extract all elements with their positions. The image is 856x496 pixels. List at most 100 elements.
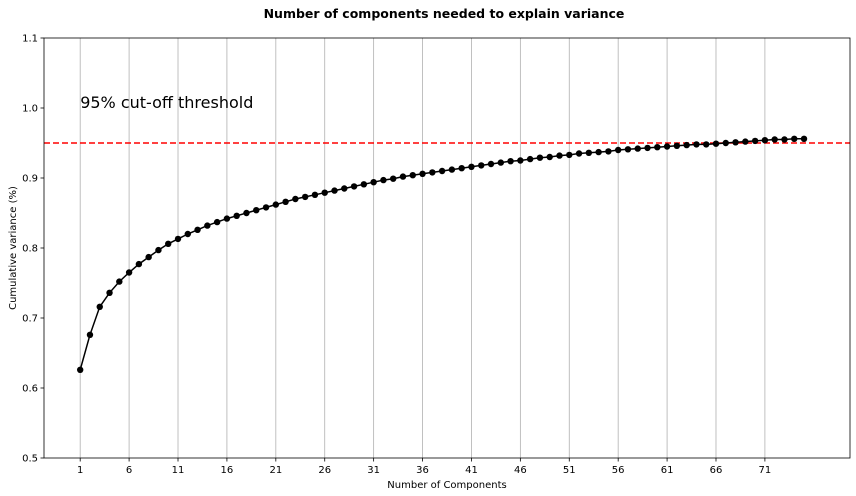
data-point — [644, 144, 651, 152]
data-point — [693, 141, 700, 148]
data-point — [86, 331, 94, 338]
data-point — [145, 253, 152, 261]
data-point — [350, 183, 358, 190]
x-tick-label: 66 — [710, 465, 723, 476]
data-point — [223, 215, 231, 222]
data-point — [732, 139, 739, 146]
data-point — [507, 158, 514, 165]
x-tick-label: 61 — [661, 465, 674, 476]
data-point — [429, 169, 436, 176]
y-tick-label: 1.1 — [22, 34, 38, 45]
data-point — [292, 195, 299, 203]
data-point — [419, 170, 426, 177]
data-point — [771, 136, 778, 143]
data-point — [614, 146, 622, 154]
x-tick-label: 41 — [465, 465, 478, 476]
x-axis-label: Number of Components — [387, 480, 506, 491]
x-tick-label: 21 — [269, 465, 282, 476]
y-tick-label: 0.5 — [22, 454, 38, 465]
x-tick-label: 11 — [172, 465, 185, 476]
data-point — [360, 181, 368, 188]
data-point — [517, 157, 524, 164]
data-point — [135, 260, 143, 268]
data-point — [526, 155, 534, 163]
data-point — [487, 160, 495, 168]
data-point — [155, 246, 162, 254]
data-point — [566, 151, 573, 159]
x-tick-label: 1 — [77, 465, 83, 476]
data-point — [791, 135, 798, 142]
data-point — [165, 240, 172, 247]
data-point — [233, 212, 240, 219]
data-point — [624, 146, 632, 153]
data-point — [370, 179, 377, 186]
data-point — [282, 198, 289, 205]
x-tick-label: 46 — [514, 465, 527, 476]
data-point — [663, 143, 671, 150]
data-point — [125, 269, 133, 276]
x-tick-label: 26 — [318, 465, 331, 476]
data-point — [595, 148, 602, 156]
data-point — [204, 222, 211, 229]
data-point — [468, 163, 475, 170]
data-point — [800, 135, 808, 142]
data-point — [712, 140, 720, 147]
x-tick-label: 31 — [367, 465, 380, 476]
y-tick-label: 0.8 — [22, 244, 38, 255]
data-point — [497, 159, 504, 166]
data-point — [605, 148, 612, 155]
data-point — [76, 366, 84, 373]
y-axis-label: Cumulative variance (%) — [8, 186, 19, 310]
data-point — [380, 176, 387, 184]
x-tick-label: 36 — [416, 465, 429, 476]
x-axis-ticks: 1 6 11 16 21 26 31 36 41 46 51 56 61 66 71 — [77, 458, 771, 476]
y-tick-label: 0.6 — [22, 384, 38, 395]
data-point — [174, 235, 182, 243]
data-point — [213, 218, 221, 226]
y-axis-ticks: 0.5 0.6 0.7 0.8 0.9 1.0 1.1 — [22, 34, 44, 465]
x-tick-label: 51 — [563, 465, 576, 476]
data-point — [253, 207, 260, 214]
data-point — [301, 193, 309, 201]
data-point — [751, 137, 759, 145]
data-point — [116, 278, 123, 285]
data-point — [556, 152, 563, 159]
data-point — [438, 167, 446, 175]
y-tick-label: 1.0 — [22, 104, 38, 115]
data-point — [311, 191, 319, 198]
data-point — [390, 175, 397, 182]
x-tick-label: 16 — [221, 465, 234, 476]
data-point — [742, 138, 749, 145]
y-tick-label: 0.9 — [22, 174, 38, 185]
data-point — [654, 144, 661, 151]
data-point — [673, 142, 681, 149]
data-point — [341, 185, 348, 192]
data-point — [399, 173, 407, 180]
data-point — [458, 165, 465, 172]
x-tick-label: 6 — [126, 465, 132, 476]
chart-title: Number of components needed to explain v… — [264, 6, 625, 21]
threshold-annotation: 95% cut-off threshold — [80, 93, 253, 112]
data-point — [634, 145, 641, 152]
data-point — [321, 189, 328, 196]
x-tick-label: 71 — [759, 465, 772, 476]
data-point — [262, 204, 270, 211]
y-tick-label: 0.7 — [22, 314, 38, 325]
data-point — [448, 166, 456, 173]
data-point — [781, 136, 788, 143]
data-point — [683, 141, 690, 149]
data-point — [703, 141, 710, 148]
data-point — [409, 172, 416, 179]
data-point — [546, 153, 553, 161]
data-point — [761, 137, 769, 144]
data-point — [194, 226, 201, 233]
data-point — [272, 201, 280, 208]
data-point — [184, 230, 191, 238]
series-layer — [76, 135, 808, 373]
data-point — [536, 154, 544, 161]
data-point — [243, 209, 250, 217]
data-point — [722, 139, 729, 147]
grid-lines — [79, 38, 766, 458]
data-point — [96, 303, 103, 310]
